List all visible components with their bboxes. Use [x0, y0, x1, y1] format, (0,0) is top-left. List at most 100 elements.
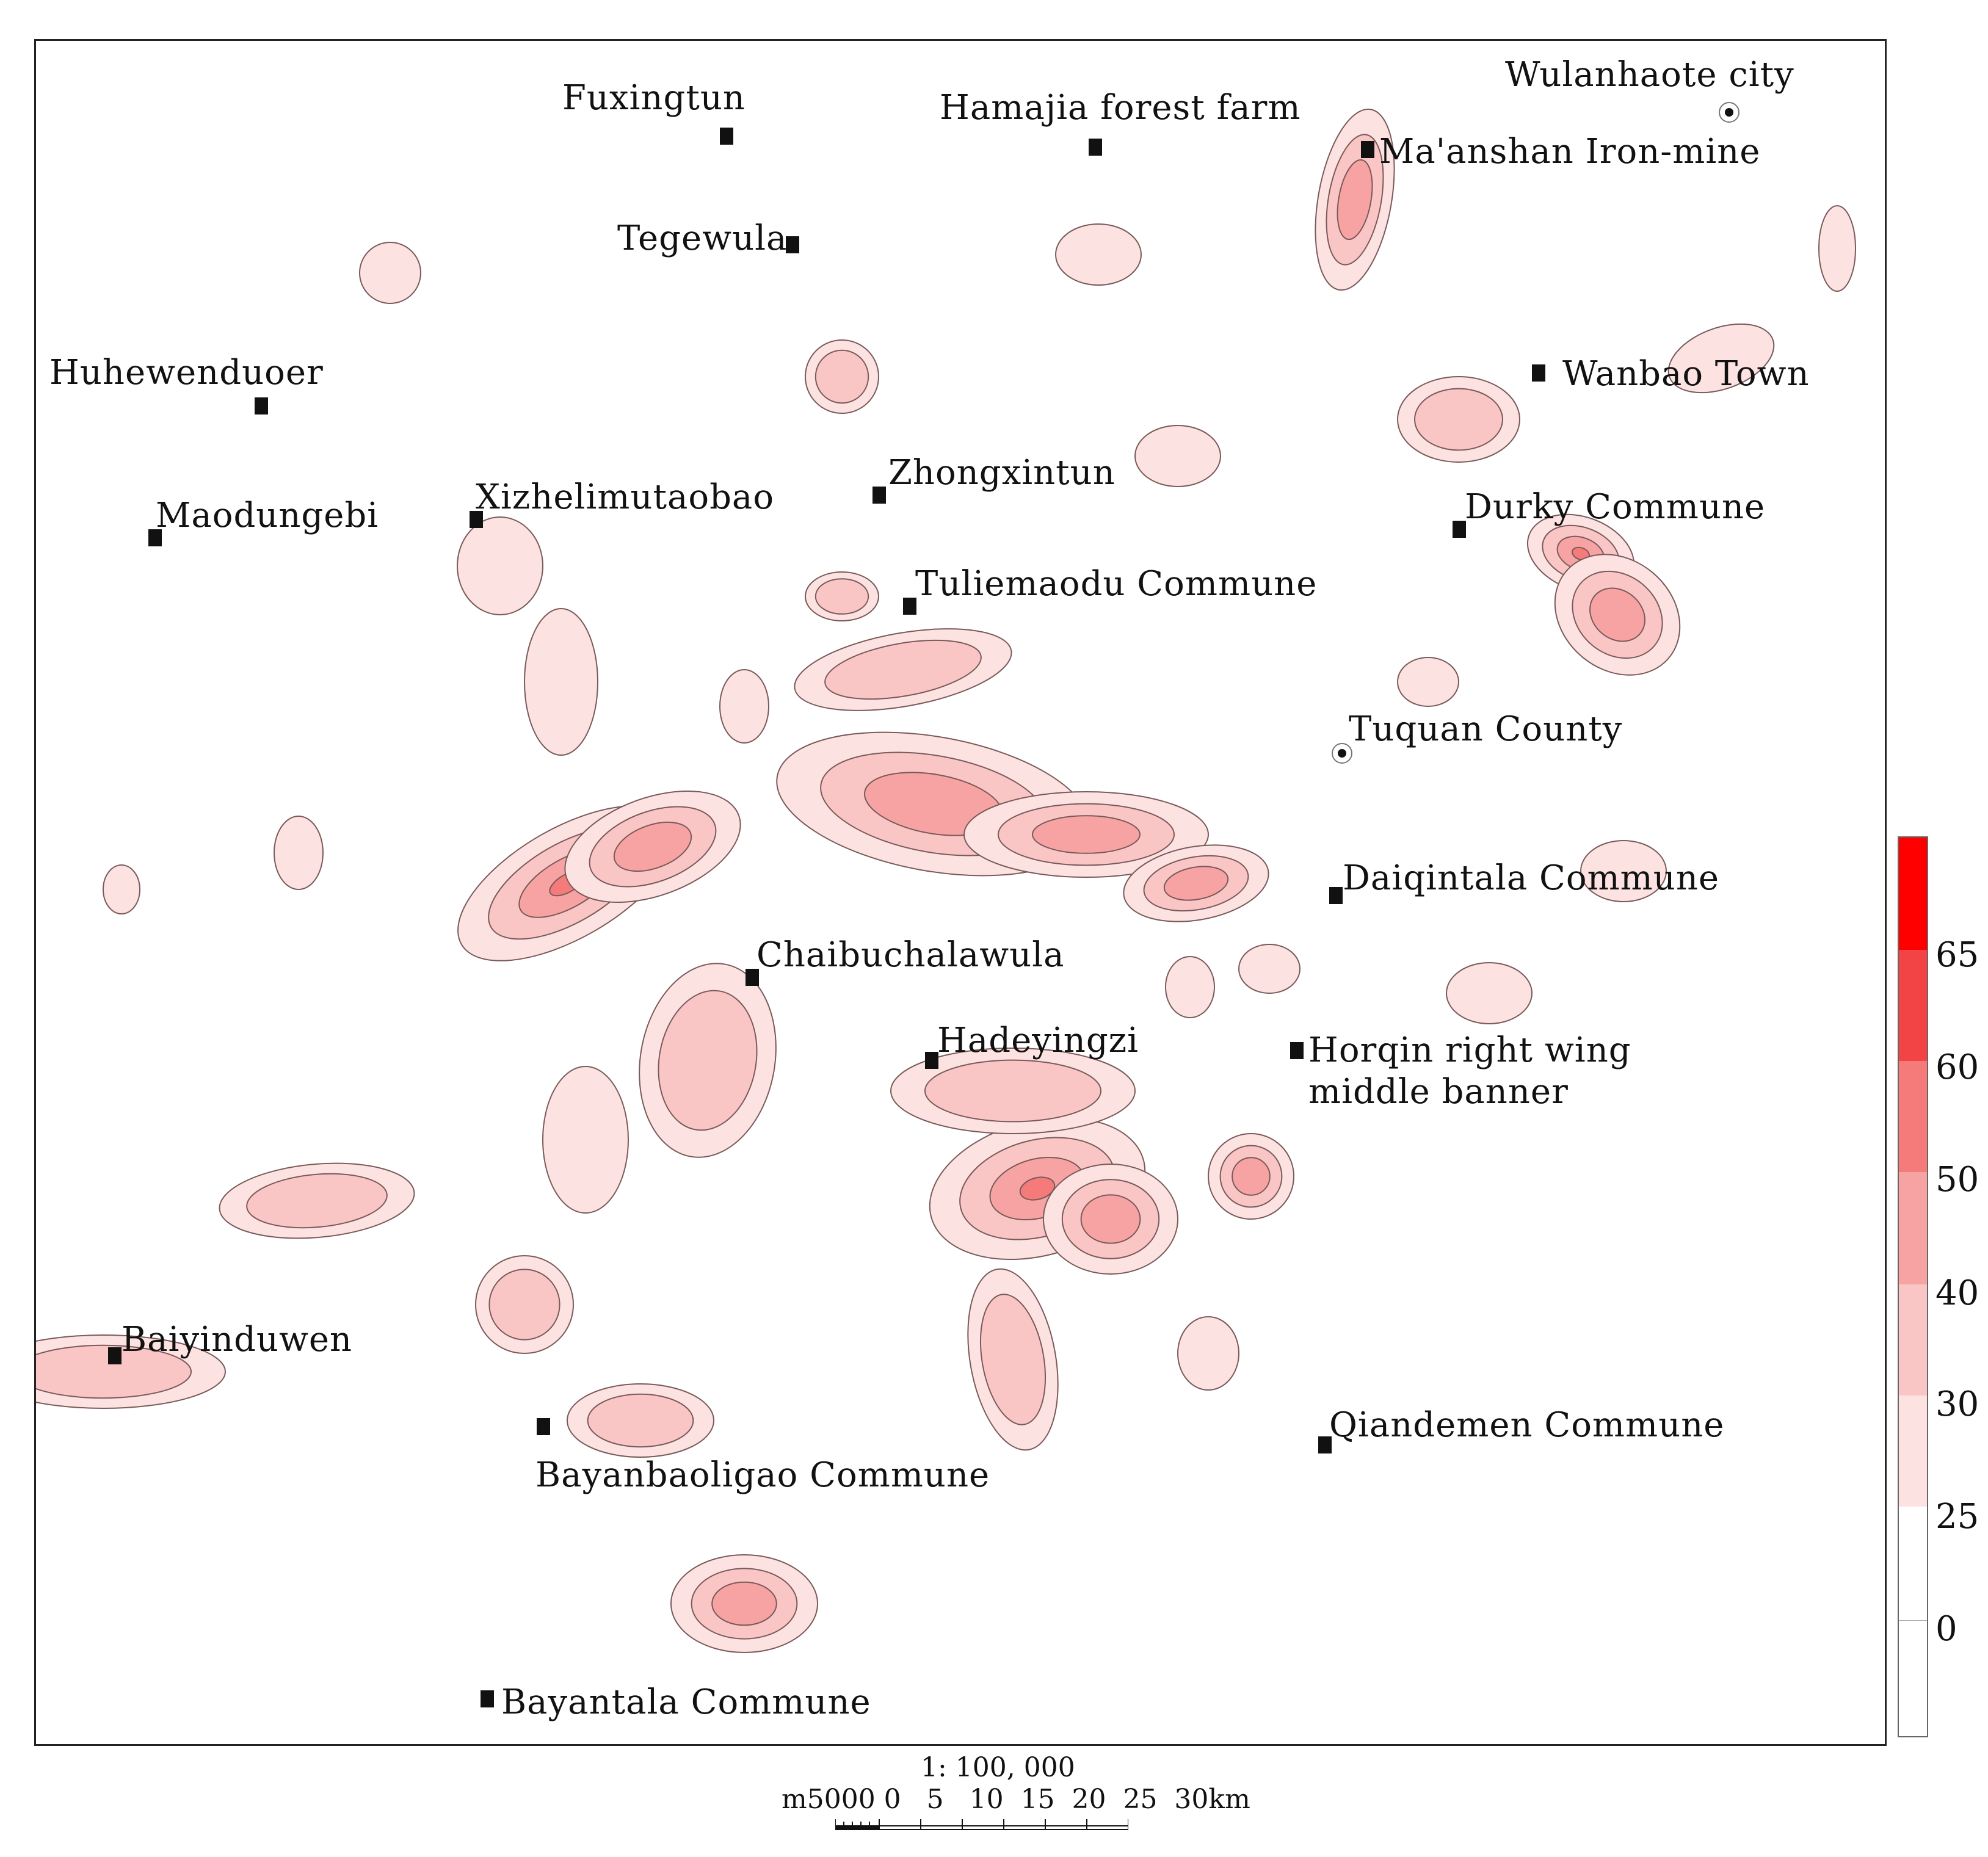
place-label: Tuliemaodu Commune [915, 564, 1318, 604]
legend-color-bar [1898, 836, 1928, 1737]
place-label: Ma'anshan Iron-mine [1379, 132, 1761, 172]
town-marker [1290, 1042, 1304, 1059]
town-marker [481, 1690, 494, 1707]
legend-tick: 25 [1935, 1497, 1979, 1537]
contour-region [1580, 840, 1667, 902]
contour-region [488, 1269, 560, 1341]
contour-region [1238, 944, 1301, 994]
town-marker [720, 128, 733, 145]
town-marker [1453, 521, 1466, 538]
place-label: Horqin right wing [1308, 1030, 1631, 1070]
contour-region [1032, 815, 1141, 854]
contour-region [246, 1173, 388, 1229]
contour-region [824, 639, 982, 700]
place-label: Xizhelimutaobao [476, 477, 775, 517]
place-label: Bayantala Commune [501, 1682, 871, 1722]
scale-ratio: 1: 100, 000 [921, 1752, 1075, 1783]
contour-region [1134, 425, 1221, 487]
contour-region [711, 1581, 777, 1626]
legend-tick: 65 [1935, 935, 1979, 975]
contour-region [658, 990, 758, 1131]
contour-region [1446, 962, 1533, 1024]
contour-region [359, 242, 421, 304]
city-marker [1332, 743, 1352, 764]
legend-band [1899, 1507, 1927, 1621]
legend-band [1899, 1284, 1927, 1396]
contour-region [1397, 657, 1459, 707]
town-marker [148, 529, 162, 546]
contour-region [587, 1393, 694, 1448]
town-marker [108, 1347, 122, 1364]
place-label: Wanbao Town [1562, 354, 1810, 394]
contour-region [1337, 159, 1373, 241]
contour-region [979, 1294, 1047, 1425]
town-marker [786, 236, 799, 253]
contour-region [1055, 223, 1142, 286]
place-label: Durky Commune [1465, 487, 1766, 527]
legend-band [1899, 1061, 1927, 1173]
place-label: Bayanbaoligao Commune [535, 1455, 990, 1495]
contour-region [524, 608, 598, 756]
town-marker [470, 511, 483, 528]
legend-tick: 40 [1935, 1273, 1979, 1313]
scale-bar: 1: 100, 000 m5000 0 5 10 15 20 25 30km [782, 1752, 1250, 1844]
contour-region [924, 1059, 1101, 1123]
place-label: Daiqintala Commune [1343, 858, 1720, 898]
legend-band [1899, 1172, 1927, 1285]
contour-region [613, 821, 692, 872]
legend-tick: 50 [1935, 1160, 1979, 1200]
place-label: Tegewula [617, 219, 788, 258]
legend-band [1899, 950, 1927, 1062]
contour-region [1019, 1176, 1056, 1201]
town-marker [903, 598, 916, 615]
city-marker [1719, 102, 1740, 123]
contour-region [1177, 1316, 1239, 1391]
place-label: Maodungebi [156, 496, 379, 535]
place-label: Baiyinduwen [122, 1320, 353, 1359]
contour-region [1667, 323, 1775, 394]
contour-region [36, 1344, 192, 1399]
scale-ruler [835, 1819, 1128, 1830]
contour-region [719, 669, 769, 744]
contour-region [1818, 205, 1856, 292]
place-label: Wulanhaote city [1505, 55, 1794, 95]
place-label: Tuquan County [1349, 709, 1623, 749]
town-marker [925, 1052, 938, 1069]
town-marker [872, 487, 886, 504]
town-marker [537, 1418, 550, 1435]
town-marker [1318, 1436, 1332, 1453]
contour-region [457, 516, 543, 615]
town-marker [1532, 364, 1545, 382]
place-label: Hamajia forest farm [940, 88, 1301, 128]
contour-region [1163, 866, 1229, 901]
legend-band [1899, 1395, 1927, 1507]
place-label: Chaibuchalawula [756, 935, 1065, 975]
contour-region [814, 578, 869, 615]
legend-tick: 30 [1935, 1385, 1979, 1424]
town-marker [1361, 141, 1374, 158]
town-marker [746, 969, 759, 986]
place-label: Fuxingtun [562, 78, 746, 118]
legend-band [1899, 838, 1927, 950]
contour-region [1589, 587, 1645, 642]
place-label: Qiandemen Commune [1329, 1405, 1725, 1445]
town-marker [255, 397, 268, 414]
contour-region [103, 864, 140, 914]
map-frame: Fuxingtun Hamajia forest farm Wulanhaote… [34, 39, 1887, 1746]
scale-labels: m5000 0 5 10 15 20 25 30km [782, 1784, 1250, 1815]
contour-region [542, 1066, 629, 1214]
contour-region [1080, 1194, 1141, 1244]
place-label: Huhewenduoer [49, 353, 324, 393]
anomaly-contour-map [36, 108, 1856, 1653]
contour-region [1165, 956, 1215, 1018]
place-label: Zhongxintun [888, 453, 1116, 493]
legend-tick: 0 [1935, 1609, 1957, 1649]
town-marker [1089, 139, 1102, 156]
place-label: Hadeyingzi [937, 1021, 1139, 1060]
town-marker [1329, 887, 1343, 904]
contour-region [814, 349, 869, 404]
contour-region [1232, 1157, 1271, 1196]
contour-region [274, 816, 324, 890]
contour-region [1414, 388, 1503, 451]
legend-tick: 60 [1935, 1048, 1979, 1087]
